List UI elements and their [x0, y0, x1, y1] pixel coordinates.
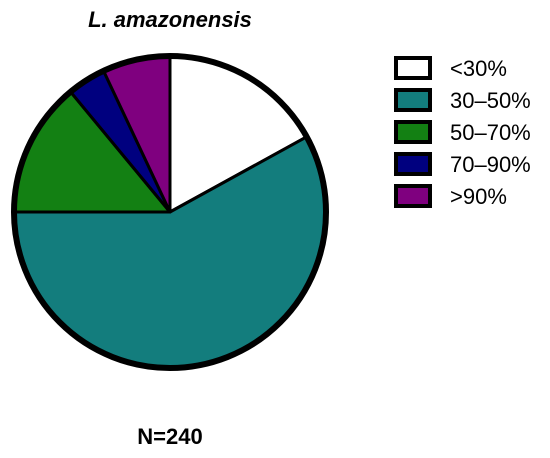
legend-swatch-4 — [394, 152, 432, 176]
pie-outline — [11, 53, 329, 371]
legend-label-5: >90% — [450, 184, 507, 209]
legend-label-3: 50–70% — [450, 120, 531, 145]
legend-label-1: <30% — [450, 56, 507, 81]
legend-swatch-5 — [394, 184, 432, 208]
legend-swatch-3 — [394, 120, 432, 144]
sample-size-label: N=240 — [137, 424, 202, 449]
legend-label-4: 70–90% — [450, 152, 531, 177]
legend-swatch-2 — [394, 88, 432, 112]
legend-swatch-1 — [394, 56, 432, 80]
chart-title: L. amazonensis — [88, 7, 252, 32]
legend-label-2: 30–50% — [450, 88, 531, 113]
legend: <30% 30–50% 50–70% 70–90% >90% — [394, 56, 531, 209]
